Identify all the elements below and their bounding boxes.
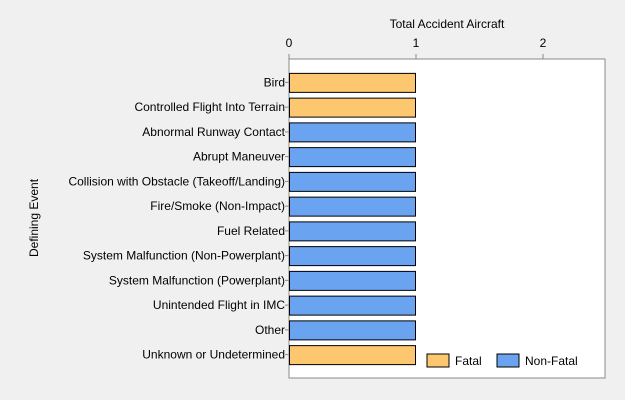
category-label: Fuel Related — [217, 224, 285, 238]
legend-swatch — [496, 353, 520, 368]
category-label: System Malfunction (Non-Powerplant) — [83, 249, 285, 263]
bar-non-fatal — [289, 171, 416, 192]
x-tick-label: 1 — [413, 36, 420, 50]
bar-non-fatal — [289, 246, 416, 267]
legend: Fatal Non-Fatal — [426, 353, 578, 368]
x-tick-label: 0 — [286, 36, 293, 50]
bar-non-fatal — [289, 270, 416, 291]
category-label: Controlled Flight Into Terrain — [134, 100, 285, 114]
bar-non-fatal — [289, 320, 416, 341]
category-label: Fire/Smoke (Non-Impact) — [150, 199, 285, 213]
bar-non-fatal — [289, 295, 416, 316]
legend-label: Fatal — [455, 354, 482, 368]
legend-swatch — [426, 353, 450, 368]
category-label: Other — [255, 323, 285, 337]
category-label: Unintended Flight in IMC — [153, 298, 285, 312]
category-label: Abrupt Maneuver — [193, 150, 285, 164]
category-label: Bird — [264, 75, 285, 89]
legend-label: Non-Fatal — [525, 354, 578, 368]
bar-fatal — [289, 97, 416, 118]
category-label: System Malfunction (Powerplant) — [109, 273, 285, 287]
bar-non-fatal — [289, 196, 416, 217]
bar-non-fatal — [289, 122, 416, 143]
bar-non-fatal — [289, 221, 416, 242]
category-label: Unknown or Undetermined — [142, 348, 285, 362]
y-axis-title: Defining Event — [27, 178, 41, 257]
x-axis-title: Total Accident Aircraft — [390, 17, 505, 31]
x-tick-label: 2 — [540, 36, 547, 50]
bar-fatal — [289, 72, 416, 93]
category-label: Abnormal Runway Contact — [142, 125, 285, 139]
bar-non-fatal — [289, 147, 416, 168]
bar-fatal — [289, 345, 416, 366]
category-label: Collision with Obstacle (Takeoff/Landing… — [68, 174, 285, 188]
